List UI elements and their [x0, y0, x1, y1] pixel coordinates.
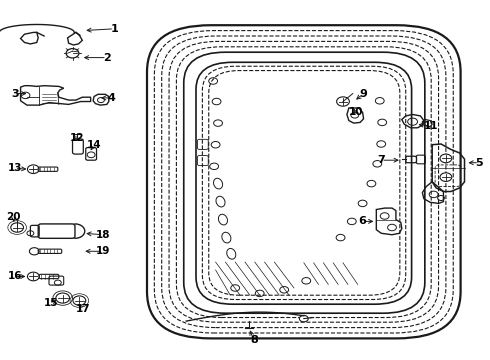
Text: 3: 3 [11, 89, 19, 99]
Text: 19: 19 [96, 246, 110, 256]
Circle shape [27, 165, 39, 174]
Text: 15: 15 [44, 298, 59, 308]
Circle shape [440, 154, 452, 163]
Text: 7: 7 [377, 155, 385, 165]
Text: 17: 17 [76, 304, 91, 314]
Text: 1: 1 [110, 24, 118, 34]
Circle shape [29, 248, 39, 255]
Text: 16: 16 [7, 271, 22, 282]
Text: 13: 13 [7, 163, 22, 174]
Text: 5: 5 [475, 158, 483, 168]
Text: 10: 10 [348, 107, 363, 117]
Circle shape [27, 272, 39, 281]
Text: 12: 12 [70, 132, 85, 143]
Text: 6: 6 [359, 216, 367, 226]
Text: 11: 11 [424, 121, 439, 131]
Text: 20: 20 [6, 212, 21, 222]
Circle shape [299, 315, 308, 322]
Text: 18: 18 [96, 230, 110, 240]
Text: 9: 9 [360, 89, 368, 99]
Circle shape [11, 223, 24, 232]
Text: 4: 4 [108, 93, 116, 103]
Text: 2: 2 [103, 53, 111, 63]
Text: 8: 8 [250, 335, 258, 345]
Text: 14: 14 [87, 140, 101, 150]
Circle shape [56, 293, 70, 303]
Circle shape [73, 296, 86, 305]
Circle shape [66, 49, 79, 58]
Circle shape [337, 97, 349, 106]
Circle shape [440, 173, 452, 181]
